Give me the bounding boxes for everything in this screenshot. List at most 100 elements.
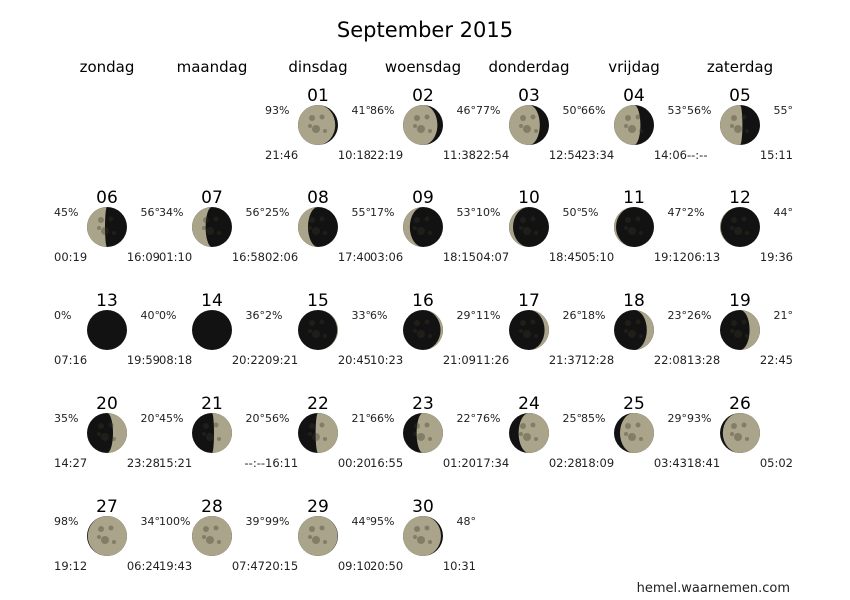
moon-dark-side xyxy=(614,310,654,350)
altitude: 25° xyxy=(562,412,583,425)
weekday-header: maandag xyxy=(176,58,248,76)
moon-mare xyxy=(519,432,523,436)
moon-mare xyxy=(414,115,420,121)
day-cell: 15 2% 33° 09:21 20:45 xyxy=(265,291,371,391)
altitude: 44° xyxy=(773,206,794,219)
moonset-time: 00:20 xyxy=(337,456,371,470)
moon-phase-icon xyxy=(403,207,443,247)
moon-mare xyxy=(108,216,114,222)
moon-mare xyxy=(319,216,325,222)
moonset-time: 19:12 xyxy=(653,250,687,264)
moonrise-time: 11:26 xyxy=(476,353,510,367)
illumination: 85% xyxy=(581,412,606,425)
moon-mare xyxy=(308,329,312,333)
moon-mare xyxy=(635,422,641,428)
day-cell: 28 100% 39° 19:43 07:47 xyxy=(159,497,265,597)
moonset-time: 10:31 xyxy=(442,559,476,573)
moon-mare xyxy=(213,216,219,222)
weekday-header: zondag xyxy=(79,58,135,76)
moon-lit-side xyxy=(212,413,232,453)
moon-mare xyxy=(741,319,747,325)
moon-phase-icon xyxy=(192,516,232,556)
altitude: 44° xyxy=(351,515,372,528)
moon-lit-side xyxy=(722,413,760,453)
moon-mare xyxy=(520,217,526,223)
day-cell: 02 86% 46° 22:19 11:38 xyxy=(370,86,476,186)
moon-mare xyxy=(730,432,734,436)
moon-mare xyxy=(741,114,747,120)
illumination: 2% xyxy=(265,309,283,322)
moonrise-time: 23:34 xyxy=(581,148,615,162)
moonset-time: 17:40 xyxy=(337,250,371,264)
moon-mare xyxy=(628,433,636,441)
moon-phase-icon xyxy=(192,310,232,350)
moon-mare xyxy=(413,124,417,128)
moon-mare xyxy=(101,536,109,544)
illumination: 17% xyxy=(370,206,395,219)
illumination: 45% xyxy=(159,412,184,425)
moon-mare xyxy=(319,319,325,325)
moon-phase-icon xyxy=(87,310,127,350)
moon-lit-side xyxy=(403,105,438,145)
moon-mare xyxy=(730,329,734,333)
weekday-header: woensdag xyxy=(384,58,462,76)
day-number: 01 xyxy=(307,86,329,106)
moon-lit-side xyxy=(403,516,441,556)
day-number: 23 xyxy=(412,394,434,414)
moonrise-time: 19:12 xyxy=(54,559,88,573)
day-number: 20 xyxy=(96,394,118,414)
moon-mare xyxy=(731,217,737,223)
moon-mare xyxy=(417,536,425,544)
moon-mare xyxy=(203,217,209,223)
moon-mare xyxy=(202,226,206,230)
moonrise-time: 05:10 xyxy=(581,250,615,264)
altitude: 20° xyxy=(140,412,161,425)
moon-mare xyxy=(745,334,749,338)
day-cell: 16 6% 29° 10:23 21:09 xyxy=(370,291,476,391)
moon-lit-side xyxy=(403,207,423,247)
illumination: 5% xyxy=(581,206,599,219)
moon-phase-icon xyxy=(87,516,127,556)
moon-mare xyxy=(624,124,628,128)
moon-mare xyxy=(101,433,109,441)
moon-mare xyxy=(625,423,631,429)
altitude: 56° xyxy=(140,206,161,219)
day-number: 15 xyxy=(307,291,329,311)
moon-mare xyxy=(519,124,523,128)
moonrise-time: 12:28 xyxy=(581,353,615,367)
moon-mare xyxy=(734,125,742,133)
day-number: 25 xyxy=(623,394,645,414)
credit-link[interactable]: hemel.waarnemen.com xyxy=(636,581,790,596)
weekday-header: dinsdag xyxy=(288,58,348,76)
altitude: 26° xyxy=(562,309,583,322)
moon-mare xyxy=(519,226,523,230)
moon-phase-icon xyxy=(614,105,654,145)
moon-mare xyxy=(309,423,315,429)
moon-lit-side xyxy=(614,105,641,145)
moon-phase-icon xyxy=(509,105,549,145)
moon-phase-icon xyxy=(720,310,760,350)
illumination: 18% xyxy=(581,309,606,322)
altitude: 56° xyxy=(245,206,266,219)
moon-lit-side xyxy=(315,413,338,453)
moon-mare xyxy=(202,535,206,539)
moon-mare xyxy=(428,231,432,235)
moonrise-time: 09:21 xyxy=(265,353,299,367)
moon-mare xyxy=(628,125,636,133)
moonset-time: 07:47 xyxy=(231,559,265,573)
moon-mare xyxy=(217,540,221,544)
moon-phase-icon xyxy=(298,310,338,350)
moon-mare xyxy=(308,226,312,230)
moon-phase-icon xyxy=(509,310,549,350)
moon-mare xyxy=(731,423,737,429)
illumination: 86% xyxy=(370,104,395,117)
moon-mare xyxy=(323,129,327,133)
moon-phase-icon xyxy=(614,207,654,247)
altitude: 47° xyxy=(667,206,688,219)
moon-mare xyxy=(428,334,432,338)
moon-mare xyxy=(417,433,425,441)
moon-mare xyxy=(734,433,742,441)
moon-phase-icon xyxy=(614,310,654,350)
moon-phase-icon xyxy=(614,413,654,453)
altitude: 36° xyxy=(245,309,266,322)
